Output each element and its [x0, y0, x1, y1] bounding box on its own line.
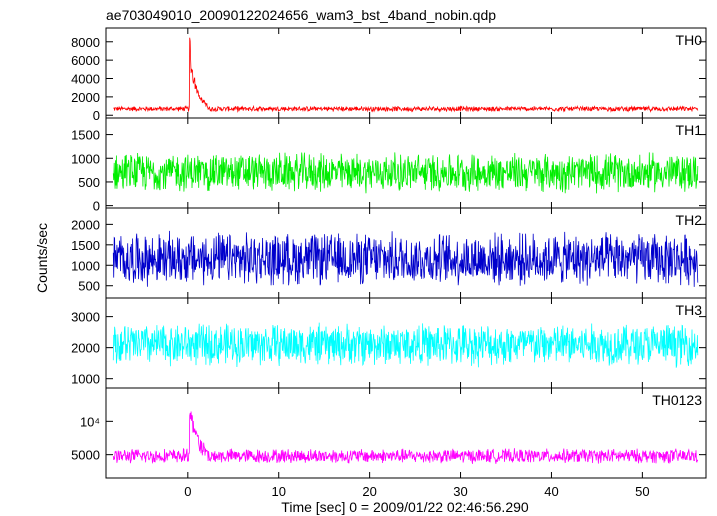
- y-tick-label: 2000: [71, 341, 100, 356]
- y-tick-label: 1000: [71, 372, 100, 387]
- panel-th2: 500 1000 1500 2000 TH2: [71, 207, 707, 299]
- y-tick-label: 2000: [71, 217, 100, 232]
- y-tick-label: 500: [78, 279, 100, 294]
- y-tick-label: 500: [78, 175, 100, 190]
- panel-frame: [105, 387, 707, 479]
- panel-label: TH0: [676, 32, 703, 48]
- y-tick-label: 5000: [71, 448, 100, 463]
- panel-th0: 0 2000 4000 6000 8000 TH0: [71, 27, 707, 123]
- y-tick-label: 0: [93, 108, 100, 123]
- y-tick-label: 1000: [71, 151, 100, 166]
- trace-th0: [113, 37, 699, 113]
- panel-label: TH2: [676, 212, 703, 228]
- y-tick-label: 1000: [71, 258, 100, 273]
- chart-title: ae703049010_20090122024656_wam3_bst_4ban…: [106, 7, 496, 23]
- panel-label: TH0123: [652, 392, 702, 408]
- trace-th2: [112, 230, 699, 287]
- y-tick-label: 6000: [71, 53, 100, 68]
- x-axis-label: Time [sec] 0 = 2009/01/22 02:46:56.290: [281, 499, 529, 515]
- panel-th3: 1000 2000 3000 TH3: [71, 297, 707, 389]
- panel-th0123: 5000 10⁴ TH0123: [71, 387, 707, 479]
- y-tick-label: 2000: [71, 90, 100, 105]
- y-axis-label: Counts/sec: [34, 223, 50, 293]
- trace-th0123: [112, 411, 699, 465]
- y-tick-label: 1500: [71, 128, 100, 143]
- y-tick-label: 4000: [71, 72, 100, 87]
- trace-th3: [112, 322, 699, 368]
- panel-label: TH3: [676, 302, 703, 318]
- y-tick-label: 8000: [71, 35, 100, 50]
- x-tick-label: 20: [362, 484, 376, 499]
- x-tick-label: 40: [544, 484, 558, 499]
- y-tick-label: 10⁴: [80, 414, 100, 429]
- x-tick-label: 10: [271, 484, 285, 499]
- x-tick-label: 30: [453, 484, 467, 499]
- trace-th1: [112, 152, 699, 194]
- x-tick-label: 0: [184, 484, 191, 499]
- panel-label: TH1: [676, 122, 703, 138]
- y-tick-label: 0: [93, 199, 100, 214]
- y-tick-label: 1500: [71, 238, 100, 253]
- panel-th1: 0 500 1000 1500 TH1: [71, 117, 707, 214]
- x-tick-label: 50: [635, 484, 649, 499]
- panel-frame: [105, 27, 707, 119]
- y-tick-label: 3000: [71, 310, 100, 325]
